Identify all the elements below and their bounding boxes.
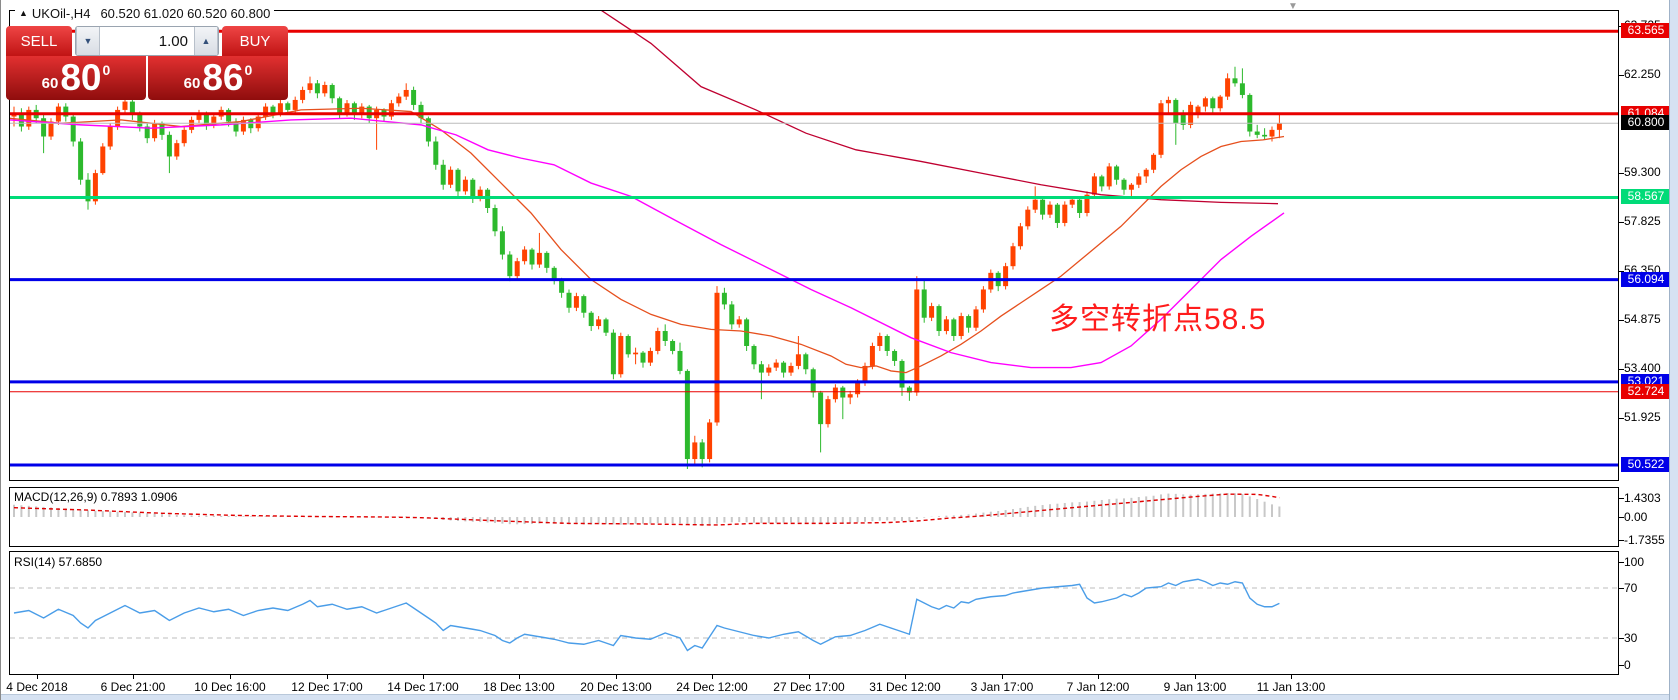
- symbol-label: UKOil-,H4: [31, 6, 91, 21]
- time-tick: [1291, 675, 1292, 679]
- buy-price-sup: 0: [244, 62, 253, 78]
- price-level-label: 60.800: [1621, 115, 1671, 130]
- time-tick-label: 18 Dec 13:00: [483, 680, 555, 694]
- time-tick-label: 3 Jan 17:00: [970, 680, 1034, 694]
- price-tick-label: 59.300: [1624, 165, 1661, 179]
- time-tick-label: 6 Dec 21:00: [100, 680, 166, 694]
- time-tick: [519, 675, 520, 679]
- ohlc-values: 60.520 61.020 60.520 60.800: [100, 6, 271, 21]
- price-tick-label: 57.825: [1624, 214, 1661, 228]
- sell-price-sup: 0: [102, 62, 111, 78]
- macd-panel: [9, 487, 1619, 547]
- buy-button[interactable]: BUY: [222, 26, 288, 56]
- time-tick-label: 14 Dec 17:00: [387, 680, 459, 694]
- time-tick: [809, 675, 810, 679]
- rsi-tick-label: 0: [1624, 658, 1631, 672]
- price-tick: [1619, 222, 1624, 223]
- price-level-label: 63.565: [1621, 23, 1671, 38]
- chart-annotation-text: 多空转折点58.5: [1049, 303, 1267, 336]
- price-tick-label: 54.875: [1624, 312, 1661, 326]
- price-tick-label: 53.400: [1624, 361, 1661, 375]
- macd-tick: [1619, 498, 1624, 499]
- price-tick: [1619, 320, 1624, 321]
- time-tick-label: 24 Dec 12:00: [676, 680, 748, 694]
- time-tick: [1195, 675, 1196, 679]
- time-tick: [905, 675, 906, 679]
- macd-tick-label: 1.4303: [1624, 491, 1661, 505]
- time-tick-label: 4 Dec 2018: [6, 680, 68, 694]
- time-tick: [712, 675, 713, 679]
- time-tick-label: 31 Dec 12:00: [869, 680, 941, 694]
- time-tick: [1098, 675, 1099, 679]
- price-tick: [1619, 418, 1624, 419]
- price-tick: [1619, 271, 1624, 272]
- sell-price-button[interactable]: 60 80 0: [6, 56, 146, 100]
- macd-tick-label: 0.00: [1624, 510, 1648, 524]
- time-tick: [616, 675, 617, 679]
- rsi-tick: [1619, 562, 1624, 563]
- sell-price-prefix: 60: [41, 74, 59, 92]
- price-tick-label: 51.925: [1624, 410, 1661, 424]
- scroll-marker-icon: ▼: [1288, 1, 1298, 12]
- rsi-panel: [9, 551, 1619, 675]
- time-tick-label: 9 Jan 13:00: [1163, 680, 1227, 694]
- time-tick-label: 10 Dec 16:00: [194, 680, 266, 694]
- price-tick: [1619, 173, 1624, 174]
- sell-button-label: SELL: [20, 32, 58, 50]
- macd-tick: [1619, 540, 1624, 541]
- time-tick-label: 7 Jan 12:00: [1066, 680, 1130, 694]
- volume-stepper: ▼ ▲: [75, 26, 219, 56]
- buy-button-label: BUY: [239, 32, 271, 50]
- time-tick-label: 12 Dec 17:00: [291, 680, 363, 694]
- candlestick-chart: [10, 11, 1618, 470]
- price-tick: [1619, 369, 1624, 370]
- rsi-chart: [10, 578, 1618, 652]
- rsi-tick: [1619, 638, 1624, 639]
- macd-label: MACD(12,26,9) 0.7893 1.0906: [14, 490, 178, 504]
- chevron-down-icon: ▼: [83, 36, 93, 46]
- chart-title: ▲ UKOil-,H4 60.520 61.020 60.520 60.800: [15, 6, 275, 21]
- buy-price-prefix: 60: [183, 74, 201, 92]
- macd-tick: [1619, 517, 1624, 518]
- rsi-tick-label: 70: [1624, 581, 1638, 595]
- time-tick: [327, 675, 328, 679]
- volume-input[interactable]: [100, 27, 194, 55]
- macd-chart: [13, 493, 1281, 527]
- volume-increase-button[interactable]: ▲: [194, 27, 218, 55]
- vertical-scrollbar[interactable]: [1669, 0, 1678, 700]
- rsi-tick: [1619, 588, 1624, 589]
- volume-decrease-button[interactable]: ▼: [76, 27, 100, 55]
- price-level-label: 50.522: [1621, 457, 1671, 472]
- symbol-marker-icon: ▲: [19, 8, 28, 18]
- price-tick: [1619, 75, 1624, 76]
- time-tick: [230, 675, 231, 679]
- time-tick-label: 20 Dec 13:00: [580, 680, 652, 694]
- price-level-label: 56.094: [1621, 272, 1671, 287]
- horizontal-scrollbar[interactable]: [1, 694, 1678, 700]
- macd-tick-label: -1.7355: [1624, 533, 1665, 547]
- price-level-label: 58.567: [1621, 189, 1671, 204]
- price-tick-label: 62.250: [1624, 67, 1661, 81]
- rsi-tick: [1619, 665, 1624, 666]
- rsi-tick-label: 100: [1624, 555, 1645, 569]
- sell-button[interactable]: SELL: [6, 26, 72, 56]
- buy-price-button[interactable]: 60 86 0: [148, 56, 288, 100]
- time-tick: [423, 675, 424, 679]
- price-level-label: 52.724: [1621, 384, 1671, 399]
- rsi-tick-label: 30: [1624, 631, 1638, 645]
- chevron-up-icon: ▲: [201, 36, 211, 46]
- rsi-label: RSI(14) 57.6850: [14, 555, 103, 569]
- buy-price-big: 86: [202, 57, 244, 98]
- time-tick: [1002, 675, 1003, 679]
- time-tick: [37, 675, 38, 679]
- sell-price-big: 80: [60, 57, 102, 98]
- time-tick-label: 11 Jan 13:00: [1256, 680, 1326, 694]
- time-tick: [133, 675, 134, 679]
- time-tick-label: 27 Dec 17:00: [773, 680, 845, 694]
